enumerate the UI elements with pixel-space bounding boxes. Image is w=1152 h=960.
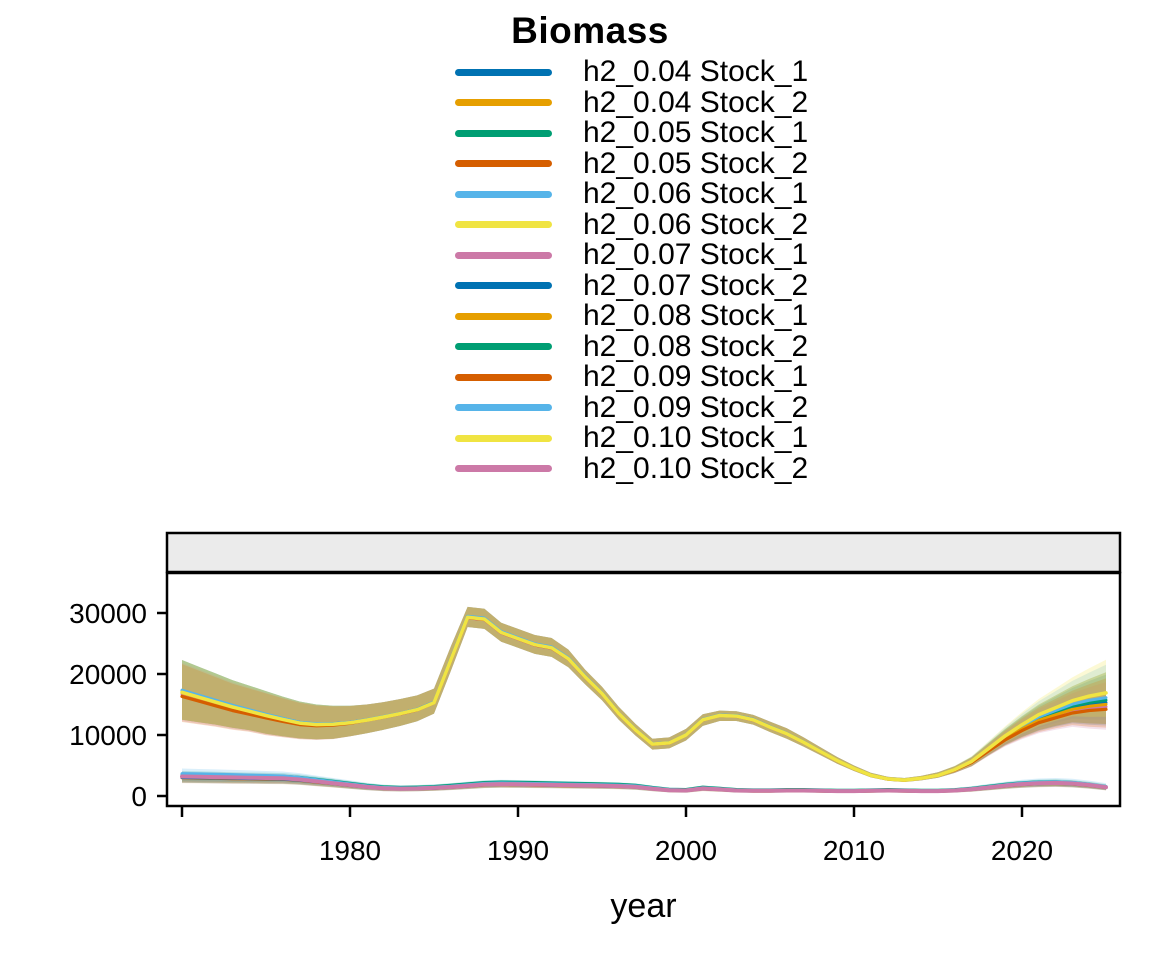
legend-key-line [455, 160, 552, 168]
legend-key-line [455, 251, 552, 259]
biomass-line [180, 615, 1108, 782]
panel-border [165, 571, 1122, 808]
legend-item-label: h2_0.05 Stock_1 [583, 116, 809, 150]
legend: h2_0.04 Stock_1 h2_0.04 Stock_2 h2_0.05 St… [455, 57, 808, 484]
legend-item: h2_0.06 Stock_2 [455, 207, 809, 241]
legend-item-label: h2_0.05 Stock_2 [583, 146, 809, 180]
legend-item-label: h2_0.07 Stock_2 [583, 268, 809, 302]
legend-item: h2_0.04 Stock_2 [455, 85, 809, 119]
legend-item: h2_0.04 Stock_1 [455, 57, 808, 88]
confidence-ribbon [182, 606, 1106, 782]
legend-item-label: h2_0.04 Stock_1 [583, 55, 809, 89]
legend-item: h2_0.09 Stock_2 [455, 390, 809, 424]
legend-item-label: h2_0.07 Stock_1 [583, 238, 809, 272]
legend-item-label: h2_0.08 Stock_1 [583, 299, 809, 333]
legend-key-line [455, 68, 552, 76]
y-tick-label: 30000 [69, 598, 147, 629]
legend-item: h2_0.10 Stock_1 [455, 423, 808, 454]
legend-key-line [455, 434, 552, 442]
legend-item: h2_0.05 Stock_2 [455, 146, 809, 180]
legend-key-line [455, 343, 552, 351]
y-tick-label: 10000 [69, 720, 147, 751]
legend-item: h2_0.05 Stock_1 [455, 118, 808, 149]
legend-key-line [455, 129, 552, 137]
legend-key-line [455, 373, 552, 381]
y-tick-label: 0 [131, 781, 147, 812]
biomass-line [180, 615, 1108, 782]
legend-item: h2_0.07 Stock_2 [455, 268, 809, 302]
legend-key-line [455, 282, 552, 290]
legend-item: h2_0.08 Stock_2 [455, 329, 809, 363]
biomass-line [180, 616, 1108, 782]
legend-item-label: h2_0.06 Stock_1 [583, 177, 809, 211]
legend-item: h2_0.10 Stock_2 [455, 451, 809, 485]
confidence-ribbon [182, 606, 1106, 782]
chart-title: Biomass [511, 10, 669, 51]
legend-key-line [455, 190, 552, 198]
x-tick-label: 2000 [655, 835, 717, 866]
confidence-ribbon [182, 606, 1106, 782]
biomass-line [180, 774, 1108, 794]
x-tick-label: 2010 [823, 835, 885, 866]
x-tick-label: 2020 [991, 835, 1053, 866]
data-layer [180, 606, 1108, 794]
confidence-ribbon [182, 606, 1106, 782]
legend-item-label: h2_0.06 Stock_2 [583, 207, 809, 241]
legend-item: h2_0.07 Stock_1 [455, 240, 808, 271]
legend-key-line [455, 221, 552, 229]
legend-item-label: h2_0.08 Stock_2 [583, 329, 809, 363]
legend-item-label: h2_0.09 Stock_1 [583, 360, 809, 394]
legend-item-label: h2_0.04 Stock_2 [583, 85, 809, 119]
legend-item: h2_0.08 Stock_1 [455, 301, 808, 332]
y-tick-label: 20000 [69, 659, 147, 690]
legend-item-label: h2_0.09 Stock_2 [583, 390, 809, 424]
legend-item-label: h2_0.10 Stock_2 [583, 451, 809, 485]
x-tick-label: 1980 [319, 835, 381, 866]
legend-item-label: h2_0.10 Stock_1 [583, 421, 809, 455]
biomass-line [180, 614, 1108, 782]
legend-key-line [455, 312, 552, 320]
biomass-line [180, 616, 1108, 782]
confidence-ribbon [182, 606, 1106, 782]
x-tick-label: 1990 [487, 835, 549, 866]
legend-item: h2_0.06 Stock_1 [455, 179, 808, 210]
facet-strip [165, 531, 1122, 574]
biomass-line [180, 615, 1108, 782]
legend-key-line [455, 465, 552, 473]
x-axis-title: year [610, 887, 676, 925]
confidence-ribbon [182, 606, 1106, 782]
legend-item: h2_0.09 Stock_1 [455, 362, 808, 393]
legend-key-line [455, 99, 552, 107]
confidence-ribbon [182, 606, 1106, 782]
legend-key-line [455, 404, 552, 412]
biomass-line [180, 615, 1108, 782]
